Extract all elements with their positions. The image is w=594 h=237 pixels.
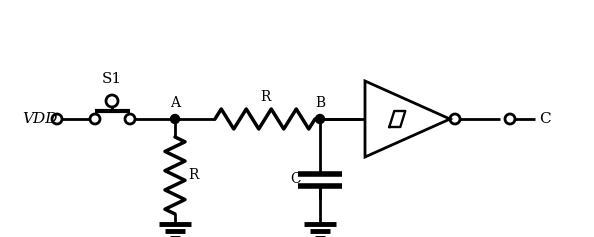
Text: C: C: [539, 112, 551, 126]
Circle shape: [170, 114, 179, 123]
Text: R: R: [188, 168, 198, 182]
Text: C: C: [290, 172, 301, 186]
Text: B: B: [315, 96, 325, 110]
Text: R: R: [260, 90, 270, 104]
Text: S1: S1: [102, 72, 122, 86]
Text: A: A: [170, 96, 180, 110]
Circle shape: [315, 114, 324, 123]
Text: VDD: VDD: [22, 112, 58, 126]
